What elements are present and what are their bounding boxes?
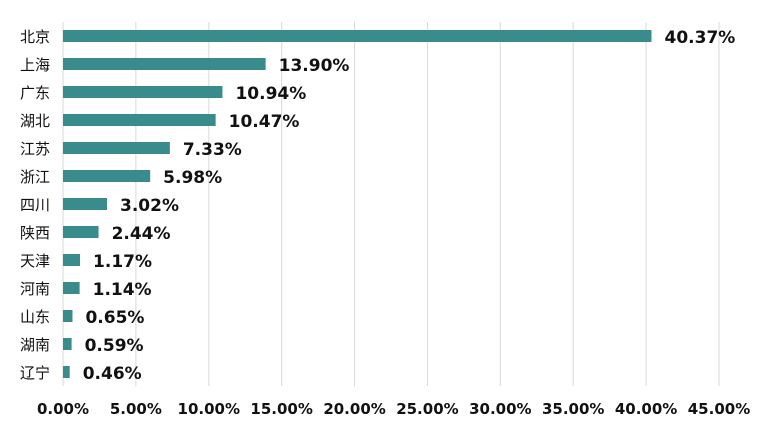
data-label: 5.98% — [163, 168, 222, 188]
category-label: 浙江 — [20, 168, 50, 186]
bar — [63, 198, 108, 210]
category-label: 山东 — [20, 308, 50, 326]
x-tick-label: 25.00% — [396, 400, 458, 418]
bar — [63, 114, 216, 126]
category-label: 北京 — [20, 28, 50, 46]
label-layer: 0.00% 5.00% 10.00% 15.00% 20.00% 25.00% 30.00%… — [20, 28, 750, 418]
data-label: 0.59% — [85, 336, 144, 356]
bar — [63, 310, 73, 322]
category-label: 四川 — [20, 196, 50, 214]
bar — [63, 226, 99, 238]
bar — [63, 30, 652, 42]
x-tick-label: 10.00% — [178, 400, 240, 418]
data-label: 40.37% — [665, 28, 736, 48]
data-label: 0.65% — [85, 308, 144, 328]
category-label: 江苏 — [20, 140, 50, 158]
bar — [63, 58, 266, 70]
x-tick-label: 20.00% — [323, 400, 385, 418]
data-label: 13.90% — [279, 56, 350, 76]
grid-layer — [62, 22, 720, 386]
category-label: 陕西 — [20, 224, 50, 242]
x-tick-label: 40.00% — [615, 400, 677, 418]
data-label: 2.44% — [112, 224, 171, 244]
data-label: 10.47% — [229, 112, 300, 132]
bar-layer — [63, 30, 652, 378]
category-label: 湖南 — [20, 336, 50, 354]
category-label: 河南 — [20, 280, 50, 298]
data-label: 1.14% — [93, 280, 152, 300]
x-tick-label: 30.00% — [469, 400, 531, 418]
bar — [63, 142, 170, 154]
x-tick-label: 0.00% — [37, 400, 89, 418]
x-tick-label: 5.00% — [110, 400, 162, 418]
x-tick-label: 35.00% — [542, 400, 604, 418]
category-label: 广东 — [20, 84, 50, 102]
bar — [63, 282, 80, 294]
data-label: 1.17% — [93, 252, 152, 272]
data-label: 7.33% — [183, 140, 242, 160]
x-tick-label: 45.00% — [688, 400, 750, 418]
data-label: 10.94% — [235, 84, 306, 104]
category-label: 辽宁 — [20, 364, 50, 382]
data-label: 3.02% — [120, 196, 179, 216]
bar — [63, 366, 70, 378]
category-label: 湖北 — [20, 112, 50, 130]
bar — [63, 254, 81, 266]
bar — [63, 86, 223, 98]
bar — [63, 170, 151, 182]
bar — [63, 338, 72, 350]
category-label: 上海 — [20, 56, 50, 74]
category-label: 天津 — [20, 252, 50, 270]
x-tick-label: 15.00% — [250, 400, 312, 418]
data-label: 0.46% — [83, 364, 142, 384]
